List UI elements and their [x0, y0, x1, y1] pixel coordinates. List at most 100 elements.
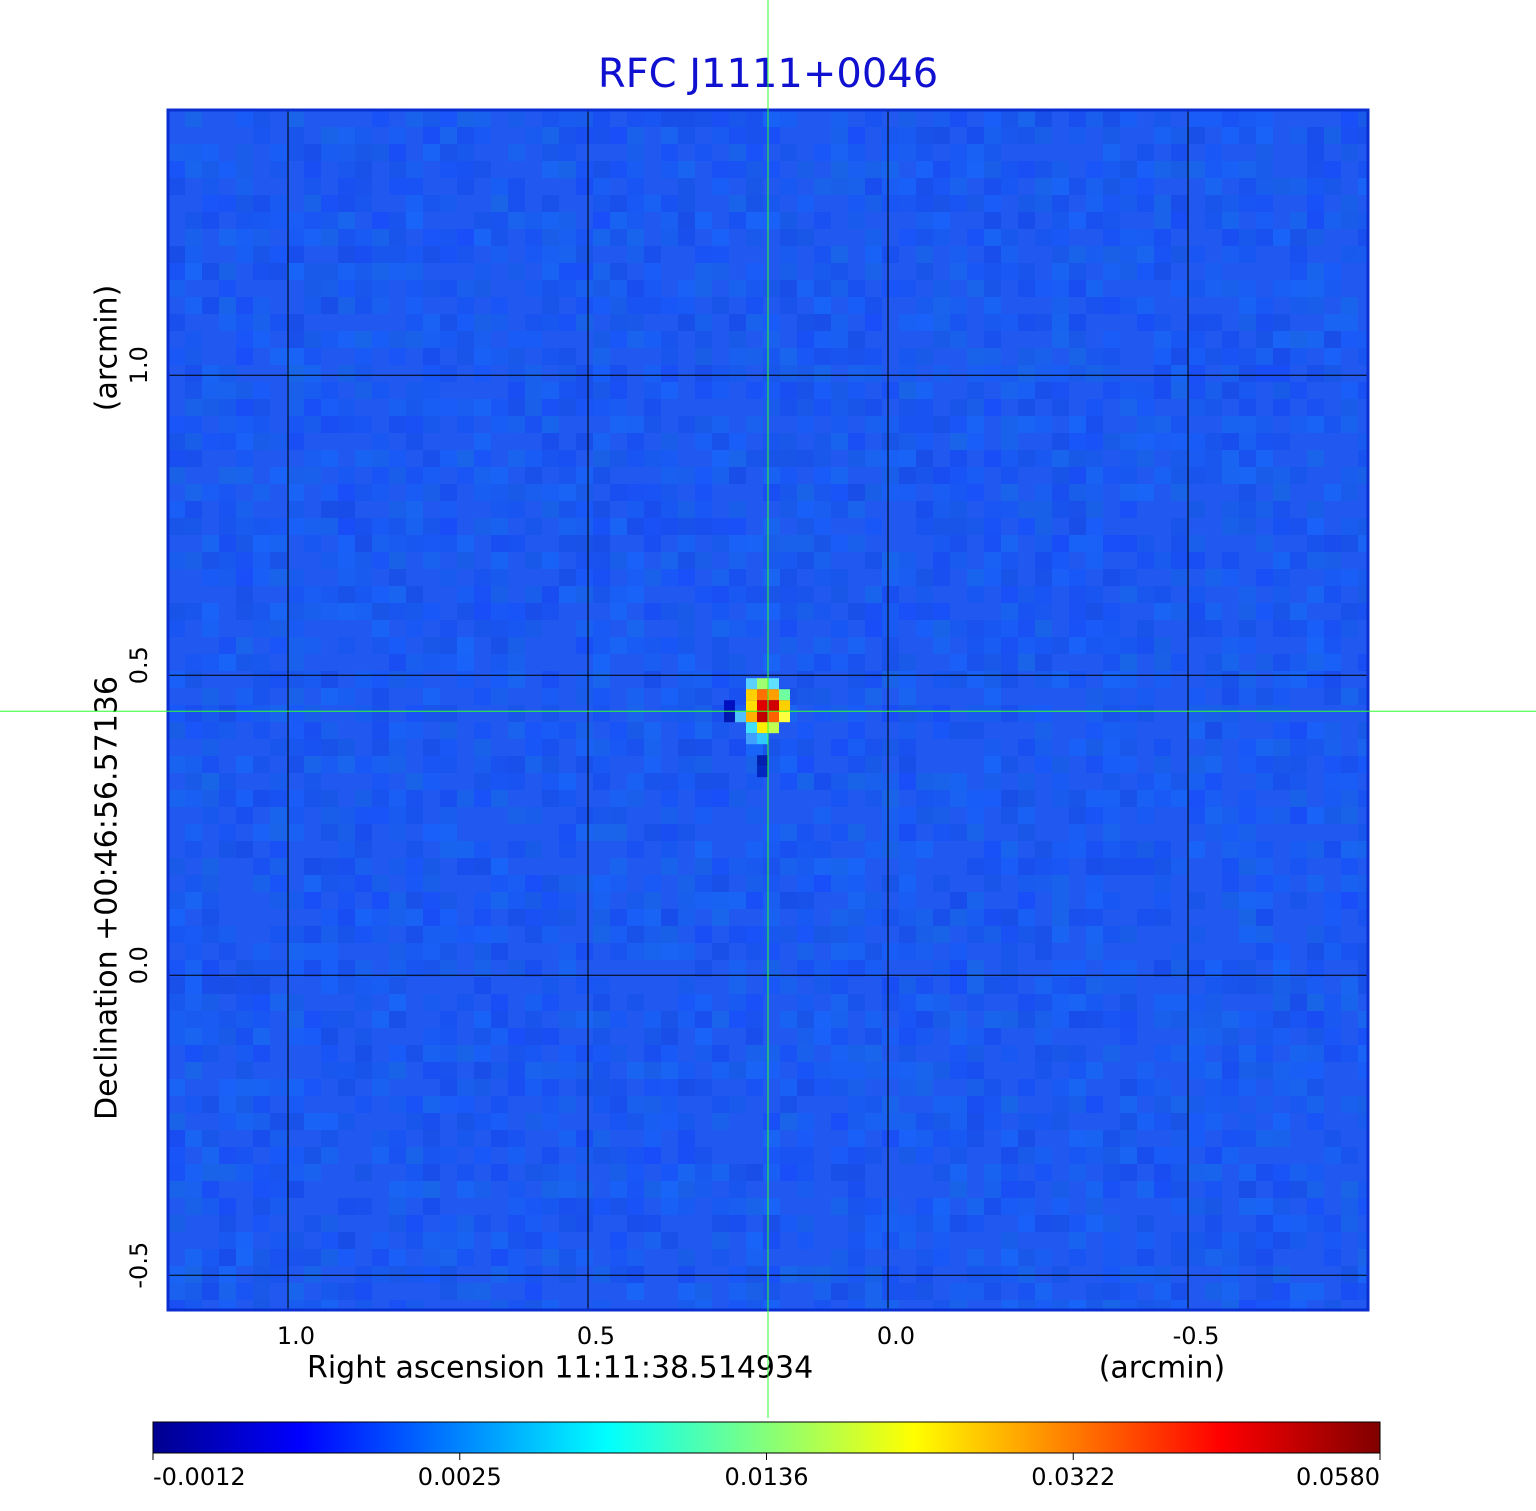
noise-pixel — [202, 365, 219, 382]
noise-pixel — [304, 1028, 321, 1045]
noise-pixel — [933, 1011, 950, 1028]
noise-pixel — [1290, 994, 1307, 1011]
noise-pixel — [1154, 433, 1171, 450]
noise-pixel — [1120, 739, 1137, 756]
noise-pixel — [219, 977, 236, 994]
noise-pixel — [185, 994, 202, 1011]
noise-pixel — [1086, 195, 1103, 212]
noise-pixel — [950, 467, 967, 484]
noise-pixel — [168, 450, 185, 467]
source-pixel — [746, 711, 757, 723]
noise-pixel — [899, 1011, 916, 1028]
noise-pixel — [559, 875, 576, 892]
noise-pixel — [763, 858, 780, 875]
noise-pixel — [797, 501, 814, 518]
noise-pixel — [1137, 314, 1154, 331]
noise-pixel — [168, 467, 185, 484]
noise-pixel — [1120, 399, 1137, 416]
noise-pixel — [372, 552, 389, 569]
noise-pixel — [1035, 1113, 1052, 1130]
noise-pixel — [763, 365, 780, 382]
noise-pixel — [899, 858, 916, 875]
noise-pixel — [644, 297, 661, 314]
noise-pixel — [491, 178, 508, 195]
noise-pixel — [610, 314, 627, 331]
noise-pixel — [1239, 161, 1256, 178]
noise-pixel — [593, 977, 610, 994]
noise-pixel — [287, 348, 304, 365]
noise-pixel — [389, 1300, 406, 1310]
noise-pixel — [831, 654, 848, 671]
noise-pixel — [1307, 654, 1324, 671]
noise-pixel — [933, 212, 950, 229]
noise-pixel — [1273, 1011, 1290, 1028]
noise-pixel — [1103, 263, 1120, 280]
noise-pixel — [984, 518, 1001, 535]
noise-pixel — [848, 450, 865, 467]
noise-pixel — [1001, 1300, 1018, 1310]
noise-pixel — [321, 824, 338, 841]
noise-pixel — [967, 705, 984, 722]
noise-pixel — [576, 297, 593, 314]
noise-pixel — [848, 705, 865, 722]
noise-pixel — [746, 943, 763, 960]
noise-pixel — [1103, 1232, 1120, 1249]
noise-pixel — [1154, 127, 1171, 144]
noise-pixel — [1137, 1232, 1154, 1249]
noise-pixel — [814, 331, 831, 348]
noise-pixel — [1035, 637, 1052, 654]
noise-pixel — [1222, 1283, 1239, 1300]
x-tick-label: -0.5 — [1173, 1322, 1220, 1350]
noise-pixel — [168, 620, 185, 637]
noise-pixel — [1035, 620, 1052, 637]
noise-pixel — [253, 297, 270, 314]
noise-pixel — [1188, 586, 1205, 603]
noise-pixel — [457, 926, 474, 943]
noise-pixel — [1290, 1045, 1307, 1062]
noise-pixel — [695, 1045, 712, 1062]
noise-pixel — [763, 382, 780, 399]
noise-pixel — [1035, 756, 1052, 773]
noise-pixel — [967, 263, 984, 280]
noise-pixel — [1273, 1062, 1290, 1079]
noise-pixel — [1086, 535, 1103, 552]
noise-pixel — [287, 994, 304, 1011]
noise-pixel — [253, 331, 270, 348]
noise-pixel — [1001, 1164, 1018, 1181]
noise-pixel — [984, 399, 1001, 416]
noise-pixel — [763, 1147, 780, 1164]
noise-pixel — [763, 824, 780, 841]
noise-pixel — [1324, 654, 1341, 671]
noise-pixel — [848, 892, 865, 909]
noise-pixel — [661, 195, 678, 212]
noise-pixel — [1222, 1062, 1239, 1079]
noise-pixel — [899, 756, 916, 773]
noise-pixel — [1171, 1130, 1188, 1147]
noise-pixel — [1239, 824, 1256, 841]
noise-pixel — [950, 620, 967, 637]
noise-pixel — [372, 603, 389, 620]
noise-pixel — [593, 1130, 610, 1147]
noise-pixel — [984, 246, 1001, 263]
noise-pixel — [627, 127, 644, 144]
noise-pixel — [746, 1079, 763, 1096]
x-tick-label: 1.0 — [277, 1322, 315, 1350]
noise-pixel — [984, 195, 1001, 212]
noise-pixel — [559, 1011, 576, 1028]
noise-pixel — [1035, 195, 1052, 212]
noise-pixel — [984, 1198, 1001, 1215]
noise-pixel — [610, 212, 627, 229]
noise-pixel — [287, 212, 304, 229]
noise-pixel — [168, 1164, 185, 1181]
noise-pixel — [440, 365, 457, 382]
noise-pixel — [1256, 875, 1273, 892]
noise-pixel — [780, 467, 797, 484]
noise-pixel — [1205, 1011, 1222, 1028]
noise-pixel — [219, 773, 236, 790]
noise-pixel — [661, 1164, 678, 1181]
noise-pixel — [1205, 1283, 1222, 1300]
noise-pixel — [1324, 892, 1341, 909]
noise-pixel — [831, 382, 848, 399]
noise-pixel — [882, 552, 899, 569]
noise-pixel — [202, 484, 219, 501]
